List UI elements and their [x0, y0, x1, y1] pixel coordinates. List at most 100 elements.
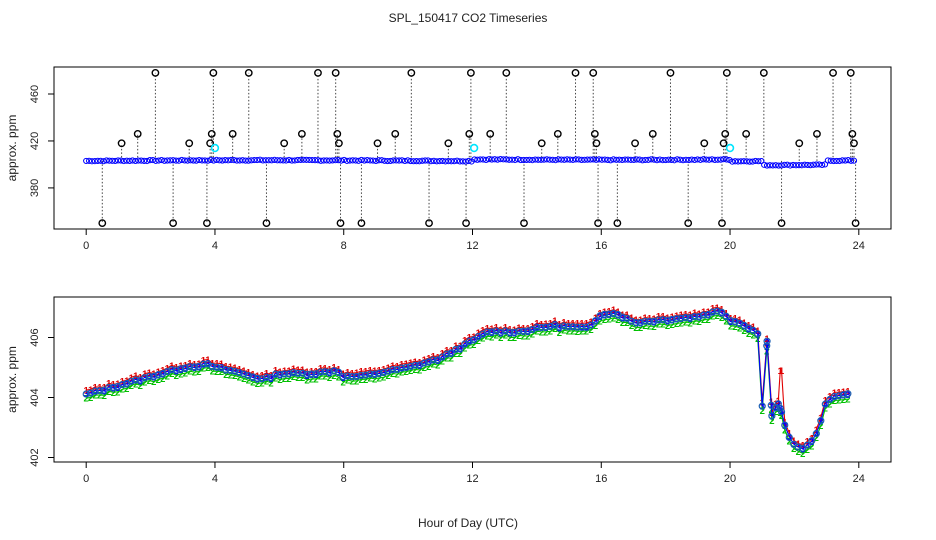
series-3-point-label: 3 [692, 312, 697, 323]
measurement-point [462, 158, 469, 165]
measurement-point [416, 158, 423, 165]
measurement-point [671, 157, 678, 164]
fitted-point [276, 370, 284, 378]
series-3-point-label: 3 [800, 444, 805, 455]
measurement-point [387, 157, 394, 165]
measurement-point [648, 156, 655, 163]
calibration-point [444, 139, 453, 148]
series-3-point-label: 3 [751, 326, 756, 337]
measurement-point [474, 156, 481, 163]
measurement-point [413, 158, 420, 165]
bottom-x-tick-label: 4 [212, 473, 218, 485]
fitted-point [794, 443, 802, 451]
series-1-point-label: 1 [647, 314, 653, 325]
series-2-point-label: 2 [449, 354, 454, 365]
series-1-point-label: 1 [449, 346, 455, 357]
series-1-point-label: 1 [764, 334, 770, 345]
series-2-point-label: 2 [142, 377, 147, 388]
cyan-marker [210, 143, 220, 153]
measurement-point [720, 156, 727, 163]
series-2-point-label: 2 [408, 366, 413, 377]
calibration-point [648, 130, 657, 138]
fitted-point [222, 366, 230, 374]
series-2-point-label: 2 [480, 334, 485, 345]
series-3-point-label: 3 [196, 363, 201, 374]
series-3-point-label: 3 [237, 368, 242, 379]
measurement-point [367, 157, 374, 164]
measurement-point [636, 156, 643, 163]
fitted-point [114, 382, 122, 391]
series-2-point-label: 2 [800, 449, 805, 460]
series-1-point-label: 1 [755, 326, 761, 337]
series-3-point-label: 3 [570, 322, 575, 333]
series-2-point-label: 2 [304, 375, 309, 386]
measurement-point [85, 157, 93, 164]
series-3-point-label: 3 [358, 370, 363, 381]
series-3-point-label: 3 [458, 345, 463, 356]
fitted-point [537, 323, 545, 332]
measurement-point [114, 157, 122, 164]
top-plot-frame [53, 66, 892, 230]
measurement-point [677, 156, 684, 163]
series-1-point-label: 1 [557, 320, 563, 331]
series-2-point-label: 2 [696, 317, 701, 328]
measurement-point [668, 156, 675, 164]
fitted-point [821, 400, 829, 408]
fitted-point [289, 369, 298, 377]
measurement-point [268, 157, 275, 164]
fitted-point [700, 311, 708, 319]
measurement-point [714, 156, 721, 163]
fitted-point [519, 327, 527, 335]
series-2-point-label: 2 [106, 387, 111, 398]
series-1-point-label: 1 [512, 325, 518, 336]
series-3-point-label: 3 [521, 327, 526, 338]
series-2-point-label: 2 [507, 333, 512, 344]
fitted-point [307, 370, 316, 378]
series-2-point-label: 2 [133, 379, 138, 390]
fitted-point [213, 363, 221, 371]
series-2-point-label: 2 [615, 315, 620, 326]
series-2-point-label: 2 [372, 374, 377, 385]
fitted-point [569, 323, 577, 331]
measurement-point [532, 156, 539, 163]
series-3-point-label: 3 [376, 369, 381, 380]
series-3-point-label: 3 [84, 389, 89, 400]
series-2-point-label: 2 [593, 321, 598, 332]
series-3-point-label: 3 [399, 363, 404, 374]
measurement-point [430, 157, 437, 164]
fitted-point [226, 366, 235, 374]
measurement-point [410, 158, 417, 165]
series-3-point-label: 3 [349, 372, 354, 383]
series-2-point-label: 2 [219, 367, 224, 378]
series-2-point-label: 2 [444, 353, 449, 364]
fitted-point [285, 370, 293, 378]
series-1-point-label: 1 [620, 310, 626, 321]
fitted-point [443, 350, 451, 358]
series-3-point-label: 3 [133, 375, 138, 386]
measurement-point [500, 156, 507, 163]
series-3-point-label: 3 [142, 373, 147, 384]
measurement-point [607, 157, 614, 164]
fitted-point [776, 404, 784, 412]
measurement-point [485, 156, 493, 163]
series-3-point-label: 3 [782, 421, 787, 432]
series-3-point-label: 3 [656, 315, 661, 326]
series-3-point-label: 3 [516, 326, 521, 337]
measurement-point [398, 157, 406, 164]
series-3-point-label: 3 [264, 372, 269, 383]
series-2-point-label: 2 [669, 320, 674, 331]
series-2-point-label: 2 [268, 378, 273, 389]
series-3-point-label: 3 [417, 361, 422, 372]
fitted-point [641, 317, 649, 325]
calibration-point [631, 139, 639, 148]
series-3-point-label: 3 [214, 362, 219, 373]
measurement-point [572, 156, 579, 163]
measurement-point [262, 157, 269, 164]
series-3-point-label: 3 [534, 322, 539, 333]
measurement-point [482, 156, 490, 163]
fitted-point [727, 316, 735, 325]
calibration-point [117, 139, 126, 148]
measurement-point [711, 156, 719, 164]
series-2-point-label: 2 [169, 369, 174, 380]
series-1-point-label: 1 [327, 365, 333, 376]
